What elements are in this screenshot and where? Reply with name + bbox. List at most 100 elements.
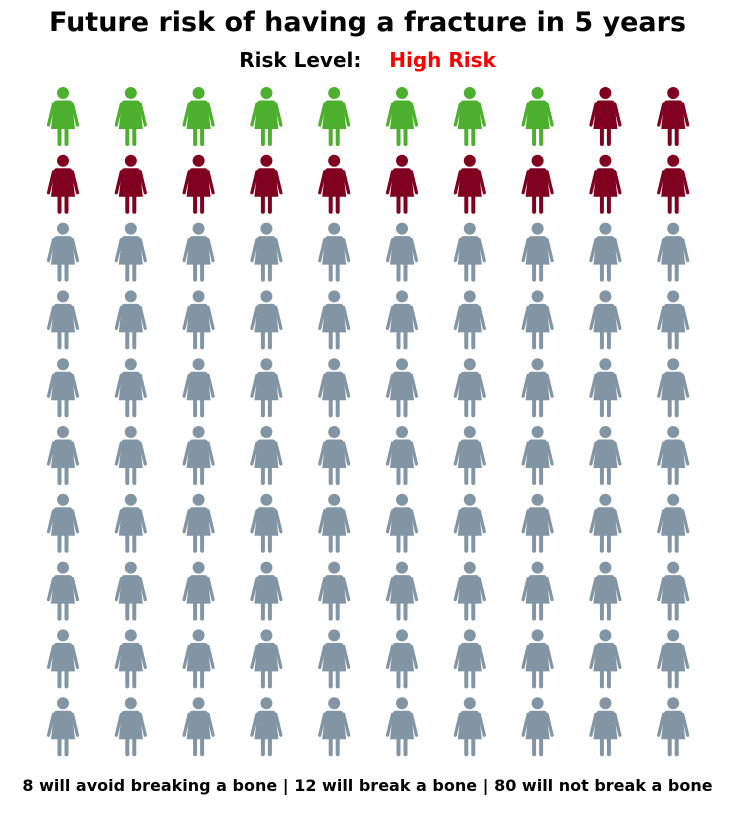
woman-icon	[318, 87, 351, 146]
woman-icon	[46, 358, 80, 418]
woman-icon	[453, 154, 486, 214]
woman-icon	[521, 290, 554, 350]
woman-icon	[46, 426, 80, 485]
woman-icon	[385, 426, 419, 485]
woman-icon	[521, 561, 554, 621]
woman-icon	[521, 493, 554, 553]
woman-icon	[521, 426, 554, 485]
woman-icon	[318, 426, 351, 485]
woman-icon	[521, 629, 554, 689]
woman-icon	[521, 154, 554, 214]
woman-icon	[182, 358, 215, 418]
woman-icon	[589, 358, 622, 418]
woman-icon	[250, 561, 283, 621]
woman-icon	[114, 222, 147, 282]
woman-icon	[318, 222, 351, 282]
woman-icon	[453, 561, 486, 621]
woman-icon	[453, 493, 486, 553]
woman-icon	[521, 222, 554, 282]
woman-icon	[385, 87, 419, 146]
woman-icon	[657, 629, 690, 689]
woman-icon	[385, 290, 419, 350]
woman-icon	[657, 290, 690, 350]
woman-icon	[182, 561, 215, 621]
woman-icon	[385, 629, 419, 689]
woman-icon	[385, 493, 419, 553]
woman-icon	[114, 561, 147, 621]
woman-icon	[318, 629, 351, 689]
woman-icon	[589, 87, 622, 146]
woman-icon	[385, 154, 419, 214]
woman-icon	[385, 561, 419, 621]
woman-icon	[589, 222, 622, 282]
woman-icon	[318, 290, 351, 350]
woman-icon	[46, 290, 80, 350]
woman-icon	[657, 426, 690, 485]
woman-icon	[182, 222, 215, 282]
woman-icon	[250, 154, 283, 214]
woman-icon	[453, 290, 486, 350]
woman-icon	[46, 87, 80, 146]
woman-icon	[250, 426, 283, 485]
woman-icon	[182, 87, 215, 146]
risk-level-label: Risk Level:	[239, 48, 362, 72]
woman-icon	[250, 358, 283, 418]
woman-icon	[521, 87, 554, 146]
woman-icon	[589, 426, 622, 485]
woman-icon	[182, 493, 215, 553]
woman-icon	[453, 629, 486, 689]
woman-icon	[453, 87, 486, 146]
woman-icon	[453, 222, 486, 282]
woman-icon	[46, 629, 80, 689]
woman-icon	[46, 493, 80, 553]
woman-icon	[657, 87, 690, 146]
woman-icon	[114, 493, 147, 553]
woman-icon	[657, 222, 690, 282]
woman-icon	[318, 493, 351, 553]
woman-icon	[46, 697, 80, 757]
risk-level: Risk Level: High Risk	[0, 46, 735, 74]
woman-icon	[250, 290, 283, 350]
woman-icon	[46, 222, 80, 282]
woman-icon	[521, 697, 554, 757]
chart-footer: 8 will avoid breaking a bone | 12 will b…	[22, 776, 713, 795]
woman-icon	[182, 629, 215, 689]
woman-icon	[114, 154, 147, 214]
woman-icon	[589, 154, 622, 214]
woman-icon	[453, 697, 486, 757]
chart-title: Future risk of having a fracture in 5 ye…	[48, 7, 687, 38]
woman-icon	[385, 222, 419, 282]
woman-icon	[453, 358, 486, 418]
woman-icon	[589, 697, 622, 757]
woman-icon	[657, 697, 690, 757]
woman-icon	[114, 697, 147, 757]
woman-icon	[114, 426, 147, 485]
woman-icon	[250, 222, 283, 282]
woman-icon	[250, 493, 283, 553]
woman-icon	[250, 87, 283, 146]
woman-icon	[182, 426, 215, 485]
woman-icon	[182, 697, 215, 757]
woman-icon	[657, 493, 690, 553]
woman-icon	[114, 87, 147, 146]
woman-icon	[318, 697, 351, 757]
woman-icon	[46, 154, 80, 214]
woman-icon	[318, 561, 351, 621]
woman-icon	[250, 697, 283, 757]
woman-icon	[589, 561, 622, 621]
woman-icon	[182, 290, 215, 350]
woman-icon	[318, 358, 351, 418]
risk-level-value: High Risk	[389, 48, 496, 72]
woman-icon	[114, 290, 147, 350]
woman-icon	[453, 426, 486, 485]
woman-icon	[114, 629, 147, 689]
woman-icon	[318, 154, 351, 214]
woman-icon	[657, 358, 690, 418]
woman-icon	[589, 493, 622, 553]
woman-icon	[385, 358, 419, 418]
woman-icon	[589, 290, 622, 350]
woman-icon	[385, 697, 419, 757]
woman-icon	[114, 358, 147, 418]
woman-icon	[657, 561, 690, 621]
woman-icon	[657, 154, 690, 214]
